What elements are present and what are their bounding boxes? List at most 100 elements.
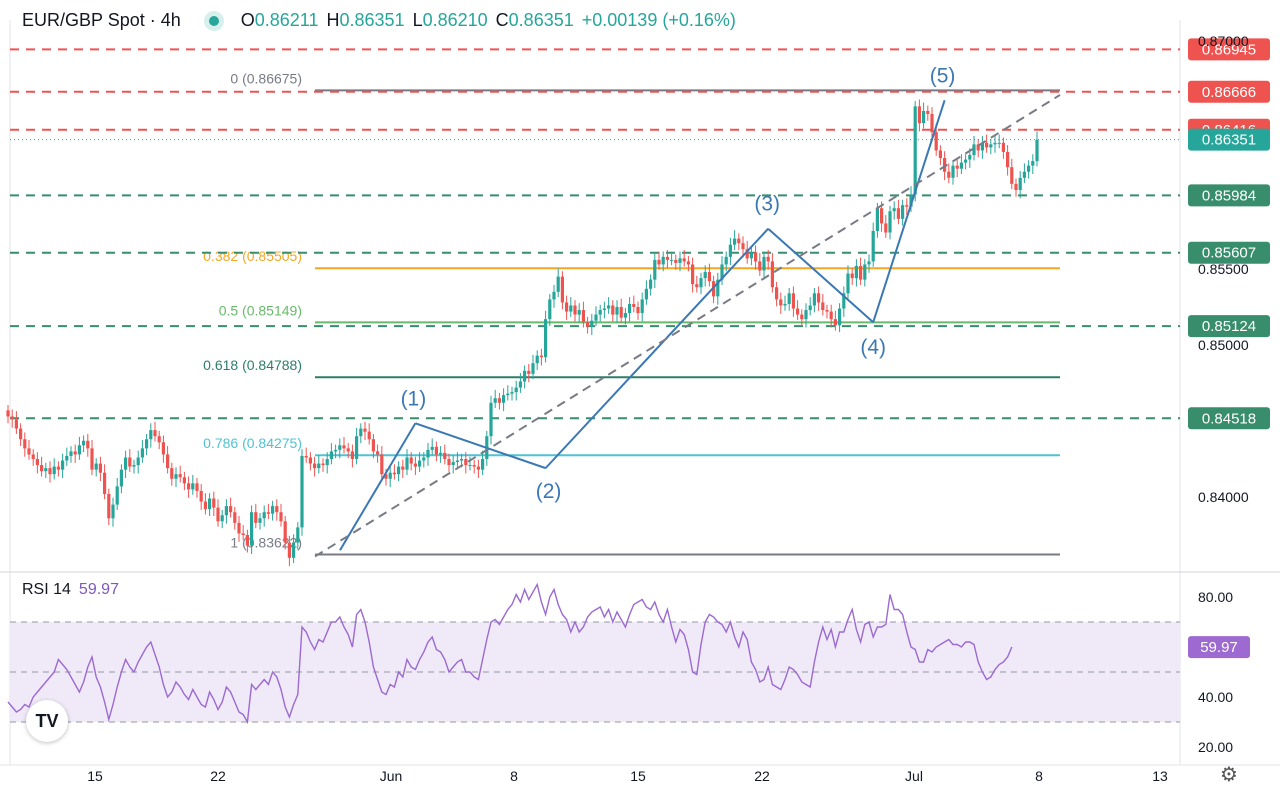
- price-tag[interactable]: [1188, 38, 1270, 61]
- price-tag[interactable]: [1188, 128, 1270, 151]
- candle-body[interactable]: [850, 273, 854, 279]
- candle-body[interactable]: [913, 106, 917, 195]
- price-tag[interactable]: [1188, 315, 1270, 338]
- candle-body[interactable]: [65, 455, 69, 461]
- candle-body[interactable]: [619, 307, 623, 318]
- gear-icon[interactable]: ⚙: [1220, 764, 1238, 786]
- candle-body[interactable]: [300, 455, 304, 528]
- candle-body[interactable]: [426, 449, 430, 458]
- candle-body[interactable]: [766, 256, 770, 262]
- candle-body[interactable]: [14, 419, 18, 429]
- candle-body[interactable]: [548, 299, 552, 320]
- candle-body[interactable]: [346, 448, 350, 452]
- candle-body[interactable]: [35, 459, 39, 466]
- candle-body[interactable]: [271, 506, 275, 514]
- candle-body[interactable]: [422, 457, 426, 461]
- candle-body[interactable]: [1035, 139, 1039, 162]
- candle-body[interactable]: [430, 446, 434, 450]
- candle-body[interactable]: [1018, 177, 1022, 190]
- candle-body[interactable]: [628, 303, 632, 314]
- candle-body[interactable]: [413, 463, 417, 467]
- candle-body[interactable]: [938, 150, 942, 159]
- candle-body[interactable]: [19, 428, 23, 440]
- candle-body[interactable]: [405, 457, 409, 470]
- candle-body[interactable]: [833, 319, 837, 326]
- candle-body[interactable]: [909, 194, 913, 207]
- candle-body[interactable]: [44, 468, 48, 472]
- candle-body[interactable]: [308, 457, 312, 464]
- candle-body[interactable]: [493, 398, 497, 403]
- candle-body[interactable]: [892, 208, 896, 212]
- candle-body[interactable]: [355, 436, 359, 459]
- candle-body[interactable]: [523, 370, 527, 382]
- candle-body[interactable]: [539, 355, 543, 358]
- candle-body[interactable]: [947, 171, 951, 178]
- candle-body[interactable]: [61, 460, 65, 470]
- candle-body[interactable]: [632, 303, 636, 307]
- candle-body[interactable]: [922, 110, 926, 124]
- candle-body[interactable]: [586, 322, 590, 327]
- candle-body[interactable]: [119, 469, 123, 487]
- candle-body[interactable]: [367, 431, 371, 440]
- candle-body[interactable]: [518, 381, 522, 388]
- candle-body[interactable]: [728, 244, 732, 257]
- trend-channel-line[interactable]: [314, 94, 1061, 558]
- candle-body[interactable]: [665, 256, 669, 260]
- elliott-wave-segment[interactable]: [339, 422, 417, 551]
- candle-body[interactable]: [720, 264, 724, 280]
- candle-body[interactable]: [182, 477, 186, 484]
- candle-body[interactable]: [90, 448, 94, 470]
- candle-body[interactable]: [397, 466, 401, 475]
- candle-body[interactable]: [342, 445, 346, 449]
- candle-body[interactable]: [573, 305, 577, 315]
- candle-body[interactable]: [262, 512, 266, 519]
- candle-body[interactable]: [266, 512, 270, 514]
- candle-body[interactable]: [682, 258, 686, 262]
- candle-body[interactable]: [615, 307, 619, 315]
- candle-body[interactable]: [749, 252, 753, 259]
- candle-body[interactable]: [6, 410, 10, 417]
- candle-body[interactable]: [964, 159, 968, 163]
- candle-body[interactable]: [195, 483, 199, 491]
- candle-body[interactable]: [985, 142, 989, 148]
- candle-body[interactable]: [657, 259, 661, 265]
- candle-body[interactable]: [69, 451, 73, 456]
- candle-body[interactable]: [955, 165, 959, 169]
- candle-body[interactable]: [140, 448, 144, 458]
- candle-body[interactable]: [174, 474, 178, 479]
- candle-body[interactable]: [821, 302, 825, 311]
- candle-body[interactable]: [691, 264, 695, 285]
- candle-body[interactable]: [577, 310, 581, 315]
- candle-body[interactable]: [674, 259, 678, 263]
- candle-body[interactable]: [279, 512, 283, 522]
- candle-body[interactable]: [460, 459, 464, 461]
- candle-body[interactable]: [145, 439, 149, 449]
- candle-body[interactable]: [611, 305, 615, 315]
- candle-body[interactable]: [754, 252, 758, 262]
- candle-body[interactable]: [762, 256, 766, 271]
- candle-body[interactable]: [40, 465, 44, 472]
- candle-body[interactable]: [1027, 165, 1031, 172]
- candle-body[interactable]: [880, 208, 884, 224]
- candle-body[interactable]: [224, 506, 228, 516]
- candle-body[interactable]: [439, 452, 443, 455]
- candle-body[interactable]: [317, 463, 321, 469]
- candle-body[interactable]: [783, 303, 787, 306]
- candle-body[interactable]: [275, 506, 279, 513]
- candle-body[interactable]: [73, 451, 77, 455]
- candle-body[interactable]: [787, 293, 791, 304]
- candle-body[interactable]: [968, 155, 972, 160]
- candle-body[interactable]: [359, 428, 363, 437]
- candle-body[interactable]: [972, 144, 976, 155]
- candle-body[interactable]: [829, 311, 833, 320]
- rsi-label[interactable]: RSI 14: [22, 581, 71, 598]
- candle-body[interactable]: [854, 265, 858, 279]
- candle-body[interactable]: [489, 402, 493, 437]
- candle-body[interactable]: [943, 158, 947, 172]
- candle-body[interactable]: [111, 504, 115, 519]
- candle-body[interactable]: [468, 465, 472, 467]
- candle-body[interactable]: [863, 264, 867, 280]
- candle-body[interactable]: [661, 256, 665, 265]
- candle-body[interactable]: [103, 472, 107, 494]
- rsi-value-tag[interactable]: [1188, 636, 1250, 659]
